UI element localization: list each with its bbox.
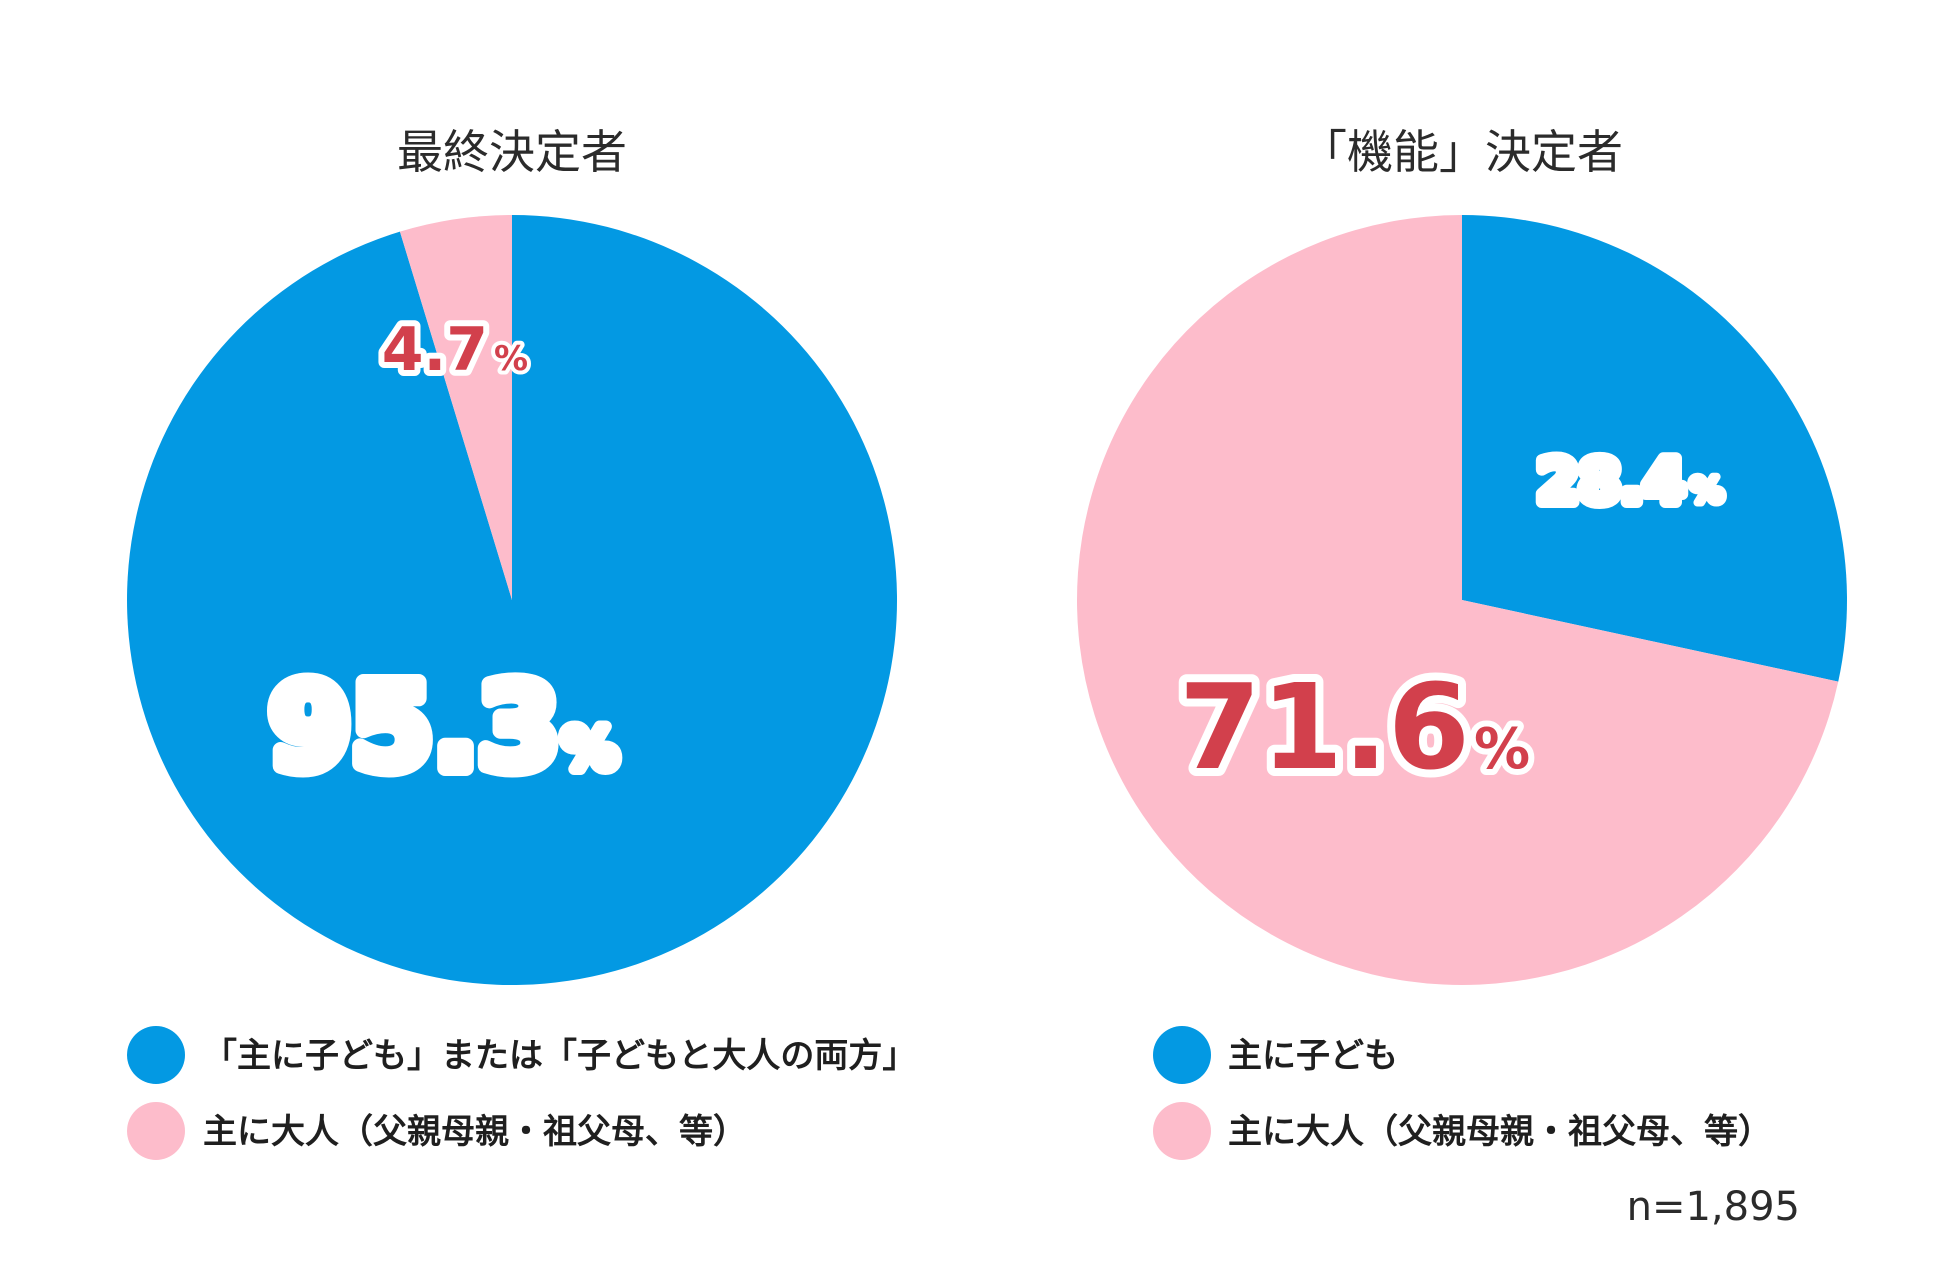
pie-slice-adults: [399, 215, 512, 600]
pie-slice-adults: [1077, 215, 1839, 985]
slice-value-label: 71.6: [1179, 658, 1470, 796]
pie-chart-feature-decider: 「機能」決定者 28.4 % 71.6 % 主に子ども 主に大人（父親母親・祖父…: [1077, 125, 1848, 1160]
legend-label-children: 主に子ども: [1228, 1036, 1398, 1076]
pie-slice-children: [127, 215, 898, 986]
chart-title: 最終決定者: [397, 125, 627, 179]
slice-percent-sign: %: [562, 717, 618, 782]
legend-marker-adults: [127, 1102, 185, 1160]
sample-size-note: n=1,895: [1627, 1184, 1800, 1230]
slice-value-label: 95.3: [269, 658, 560, 796]
pie-slice-children: [1462, 215, 1848, 682]
legend-marker-children: [1153, 1026, 1211, 1084]
slice-value-label: 4.7: [382, 315, 488, 385]
pie-chart-final-decider: 最終決定者 95.3 % 4.7 % 「主に子ども」または「子どもと大人の両方」…: [127, 125, 916, 1160]
slice-percent-sign: %: [494, 339, 528, 379]
legend-marker-adults: [1153, 1102, 1211, 1160]
slice-percent-sign: %: [1690, 471, 1724, 511]
chart-title: 「機能」決定者: [1301, 125, 1623, 179]
legend-label-children: 「主に子ども」または「子どもと大人の両方」: [203, 1036, 916, 1076]
slice-percent-sign: %: [1474, 717, 1530, 782]
slice-value-label: 28.4: [1537, 447, 1685, 517]
legend-marker-children: [127, 1026, 185, 1084]
legend-label-adults: 主に大人（父親母親・祖父母、等）: [203, 1112, 747, 1152]
legend-label-adults: 主に大人（父親母親・祖父母、等）: [1228, 1112, 1772, 1152]
